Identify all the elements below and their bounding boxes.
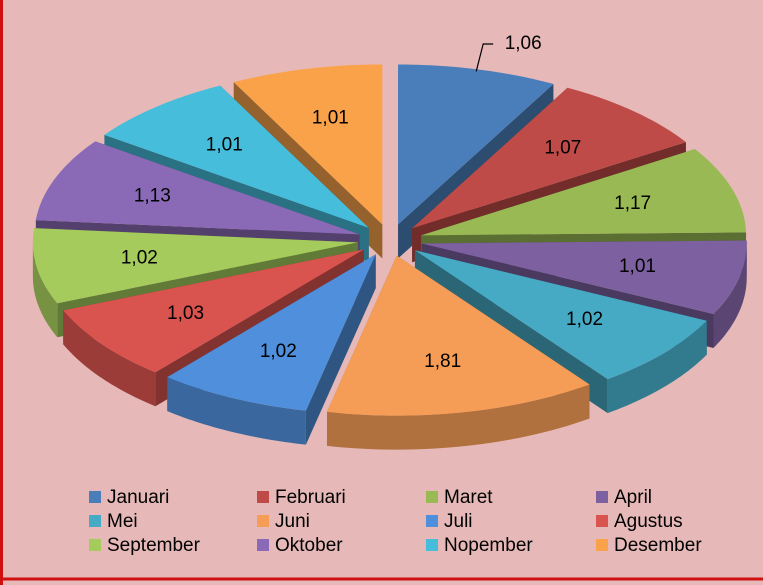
slice-side (607, 320, 707, 414)
data-label: 1,17 (614, 193, 651, 214)
data-label: 1,13 (134, 186, 171, 207)
legend-swatch (596, 515, 608, 527)
slice (104, 85, 369, 228)
legend-swatch (257, 491, 269, 503)
legend-swatch (257, 515, 269, 527)
legend-label: Agustus (614, 511, 683, 532)
slice (421, 240, 747, 314)
data-label: 1,06 (505, 33, 542, 54)
slice-side (713, 243, 747, 348)
legend-label: Juli (444, 511, 473, 532)
slice-group (326, 255, 590, 450)
data-label: 1,81 (424, 351, 461, 372)
data-label: 1,02 (566, 309, 603, 330)
legend-label: Mei (107, 511, 138, 532)
slice (233, 64, 383, 225)
data-label: 1,01 (619, 256, 656, 277)
legend-label: Oktober (275, 535, 343, 556)
leader-line (475, 43, 494, 72)
slice-side (326, 384, 590, 450)
data-label: 1,01 (312, 108, 349, 129)
slice (421, 149, 747, 236)
slice-side (63, 310, 156, 407)
slice (398, 64, 554, 225)
legend-swatch (426, 491, 438, 503)
data-label: 1,07 (544, 138, 581, 159)
legend-swatch (596, 491, 608, 503)
data-label: 1,01 (206, 135, 243, 156)
data-label: 1,02 (121, 248, 158, 269)
legend-swatch (89, 515, 101, 527)
data-label: 1,03 (167, 303, 204, 324)
slice (412, 87, 686, 229)
legend-swatch (426, 515, 438, 527)
slice (32, 228, 358, 304)
slice (167, 254, 376, 411)
legend-label: Maret (444, 487, 493, 508)
legend-label: Januari (107, 487, 169, 508)
legend-swatch (596, 539, 608, 551)
slice (35, 141, 360, 235)
legend-swatch (257, 539, 269, 551)
slice-side (32, 242, 58, 338)
pie: 1,06 1,07 1,17 1,01 1,02 1,81 1,02 1,03 1,02 1,13… (32, 33, 747, 450)
slice (414, 250, 707, 380)
legend-label: Nopember (444, 535, 533, 556)
legend-label: Juni (275, 511, 310, 532)
slice-group (167, 254, 376, 445)
legend-swatch (89, 539, 101, 551)
legend-label: Februari (275, 487, 346, 508)
data-label: 1,02 (260, 341, 297, 362)
legend-swatch (89, 491, 101, 503)
slice-side (167, 377, 306, 445)
legend-label: Desember (614, 535, 702, 556)
legend-label: September (107, 535, 201, 556)
legend-label: April (614, 487, 652, 508)
slice-wall (305, 254, 376, 445)
slice (326, 255, 590, 416)
legend-swatch (426, 539, 438, 551)
legend: Januari Februari Maret April Mei Juni Juli Agus… (89, 487, 702, 556)
slice (63, 249, 364, 373)
